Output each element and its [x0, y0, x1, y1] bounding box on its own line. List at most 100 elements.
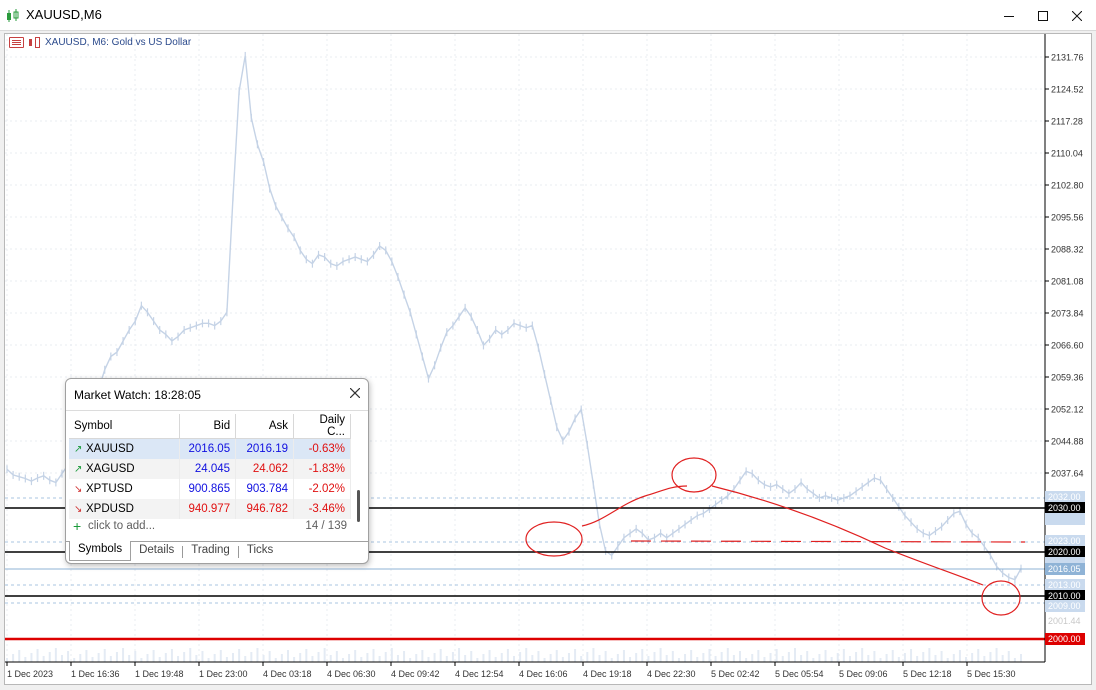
- plus-icon: +: [73, 518, 82, 534]
- x-tick-label: 1 Dec 19:48: [135, 669, 184, 679]
- column-header-symbol[interactable]: Symbol: [69, 414, 181, 439]
- price-label-2013: 2013.00: [1048, 580, 1081, 590]
- title-bar: XAUUSD,M6: [0, 0, 1096, 31]
- price-axis: 2131.76 2124.52 2117.28 2110.04 2102.80 2095.…: [5, 34, 1084, 663]
- add-symbol-label[interactable]: click to add...: [88, 520, 156, 532]
- x-tick-label: 1 Dec 16:36: [71, 669, 120, 679]
- price-level-labels: 2032.00 2030.00 2023.00 2020.00 2016.05 …: [1045, 491, 1085, 645]
- annotation-circle-high: [671, 457, 717, 493]
- column-header-daily-change[interactable]: Daily C...: [293, 414, 351, 439]
- x-tick-label: 4 Dec 09:42: [391, 669, 440, 679]
- ask-value: 2016.19: [235, 438, 295, 459]
- price-chart[interactable]: 2131.76 2124.52 2117.28 2110.04 2102.80 2095.…: [5, 34, 1091, 684]
- daily-change-value: -2.02%: [293, 478, 351, 499]
- symbol-name: XAUUSD: [86, 442, 134, 455]
- tab-details[interactable]: Details: [139, 544, 175, 556]
- daily-change-value: -1.83%: [293, 458, 351, 479]
- arrow-down-icon: ↘: [74, 503, 83, 515]
- arrow-down-icon: ↘: [74, 483, 83, 495]
- minimize-icon: [1004, 15, 1014, 17]
- chart-type-icon[interactable]: [28, 37, 41, 48]
- close-button[interactable]: [1059, 0, 1095, 31]
- annotation-rising-line: [581, 485, 688, 527]
- arrow-up-icon: ↗: [74, 443, 83, 455]
- column-header-bid[interactable]: Bid: [179, 414, 237, 439]
- annotation-dashed-line: [630, 540, 1026, 543]
- y-tick-label: 2124.52: [1051, 85, 1084, 95]
- maximize-icon: [1038, 10, 1048, 21]
- x-tick-label: 4 Dec 22:30: [647, 669, 696, 679]
- ask-value: 946.782: [235, 498, 295, 519]
- y-tick-label: 2088.32: [1051, 245, 1084, 255]
- tab-trading[interactable]: Trading: [191, 544, 230, 556]
- hand-drawn-annotations: [525, 457, 1026, 616]
- x-tick-label: 4 Dec 03:18: [263, 669, 312, 679]
- bid-value: 24.045: [179, 458, 237, 479]
- column-header-ask[interactable]: Ask: [235, 414, 295, 439]
- table-header-row: Symbol Bid Ask Daily C...: [69, 414, 351, 439]
- symbols-table: Symbol Bid Ask Daily C... ↗ XAUUSD 2016.0…: [69, 414, 351, 519]
- ask-value: 903.784: [235, 478, 295, 499]
- candlestick-icon: [7, 9, 19, 22]
- market-watch-close-button[interactable]: [346, 385, 364, 403]
- bid-value: 900.865: [179, 478, 237, 499]
- x-tick-label: 5 Dec 02:42: [711, 669, 760, 679]
- table-row[interactable]: ↘ XPTUSD 900.865 903.784 -2.02%: [69, 478, 351, 499]
- price-label-2009: 2009.00: [1048, 601, 1081, 611]
- annotation-circle-low: [525, 521, 583, 557]
- symbol-name: XAGUSD: [86, 462, 135, 475]
- price-label-bid: 2016.05: [1048, 564, 1081, 574]
- price-label-2020: 2020.00: [1048, 547, 1081, 557]
- window-title: XAUUSD,M6: [26, 7, 102, 22]
- tabs-divider: [66, 541, 368, 542]
- chart-header: XAUUSD, M6: Gold vs US Dollar: [9, 37, 191, 48]
- price-label-2032: 2032.00: [1048, 492, 1081, 502]
- tab-ticks[interactable]: Ticks: [246, 544, 274, 556]
- x-tick-label: 4 Dec 19:18: [583, 669, 632, 679]
- market-watch-header[interactable]: Market Watch: 18:28:05: [66, 379, 368, 411]
- x-tick-label: 4 Dec 16:06: [519, 669, 568, 679]
- symbol-count: 14 / 139: [305, 520, 347, 532]
- y-tick-label: 2059.36: [1051, 373, 1084, 383]
- y-tick-label: 2110.04: [1051, 149, 1083, 159]
- tab-symbols[interactable]: Symbols: [69, 541, 132, 561]
- chart-area[interactable]: 2131.76 2124.52 2117.28 2110.04 2102.80 2095.…: [4, 33, 1092, 685]
- price-label-2001: 2001.44: [1048, 616, 1081, 626]
- price-series: [6, 51, 1022, 662]
- table-row[interactable]: ↗ XAUUSD 2016.05 2016.19 -0.63%: [69, 438, 351, 459]
- table-row[interactable]: ↗ XAGUSD 24.045 24.062 -1.83%: [69, 458, 351, 479]
- minimize-button[interactable]: [991, 0, 1027, 31]
- chart-grid: [5, 34, 1045, 662]
- close-icon: [1072, 10, 1082, 21]
- y-tick-label: 2095.56: [1051, 213, 1084, 223]
- table-scrollbar[interactable]: [357, 490, 360, 522]
- add-symbol-row[interactable]: + click to add... 14 / 139: [69, 517, 351, 537]
- menu-list-icon[interactable]: [9, 37, 24, 48]
- y-tick-label: 2044.88: [1051, 437, 1084, 447]
- symbol-name: XPDUSD: [86, 502, 134, 515]
- arrow-up-icon: ↗: [74, 463, 83, 475]
- x-tick-label: 5 Dec 12:18: [903, 669, 952, 679]
- x-tick-label: 1 Dec 23:00: [199, 669, 248, 679]
- price-line: [6, 55, 1022, 581]
- x-tick-label: 5 Dec 05:54: [775, 669, 824, 679]
- price-label-2030: 2030.00: [1048, 503, 1081, 513]
- y-tick-label: 2037.64: [1051, 469, 1084, 479]
- price-label-2023: 2023.00: [1048, 536, 1081, 546]
- y-tick-label: 2131.76: [1051, 53, 1084, 63]
- y-tick-label: 2117.28: [1051, 117, 1083, 127]
- maximize-button[interactable]: [1025, 0, 1061, 31]
- x-tick-label: 1 Dec 2023: [7, 669, 53, 679]
- y-tick-label: 2081.08: [1051, 277, 1084, 287]
- annotation-circle-latest: [981, 580, 1021, 616]
- bid-value: 2016.05: [179, 438, 237, 459]
- market-watch-title: Market Watch: 18:28:05: [74, 388, 201, 402]
- x-tick-label: 4 Dec 06:30: [327, 669, 376, 679]
- symbol-name: XPTUSD: [86, 482, 133, 495]
- daily-change-value: -3.46%: [293, 498, 351, 519]
- y-tick-label: 2066.60: [1051, 341, 1084, 351]
- y-tick-label: 2052.12: [1051, 405, 1084, 415]
- market-watch-panel[interactable]: Market Watch: 18:28:05 Symbol Bid Ask Da…: [65, 378, 369, 564]
- table-row[interactable]: ↘ XPDUSD 940.977 946.782 -3.46%: [69, 498, 351, 519]
